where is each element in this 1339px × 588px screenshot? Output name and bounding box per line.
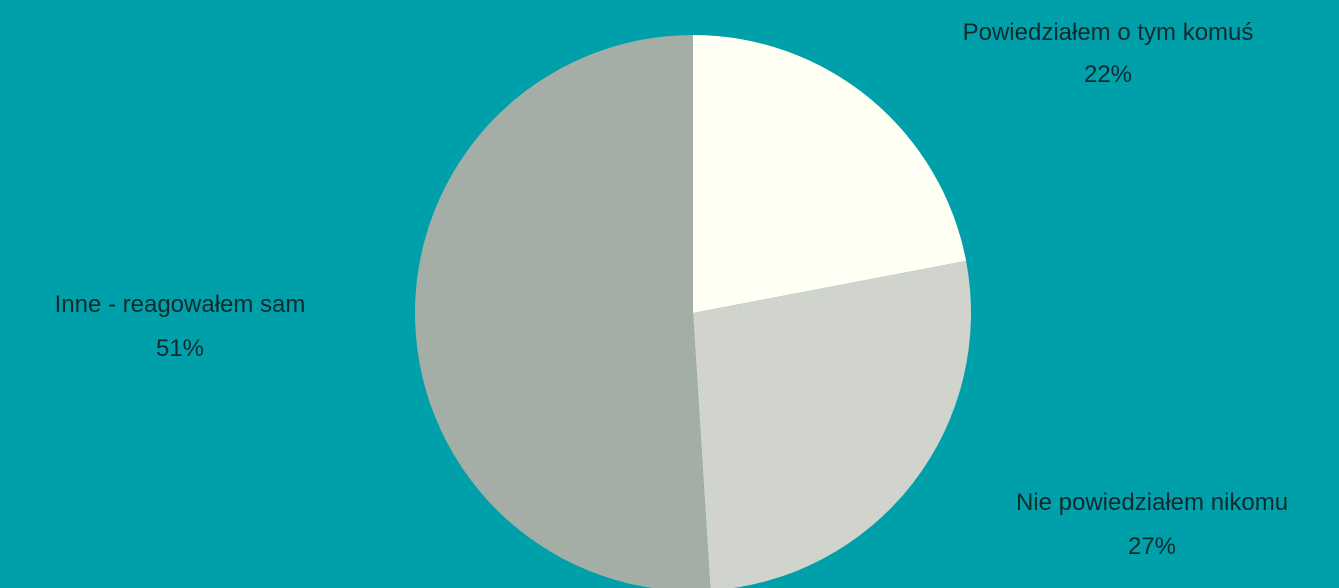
slice-value-told-someone: 22% xyxy=(1084,61,1132,88)
slice-label-other: Inne - reagowałem sam xyxy=(55,291,306,318)
pie-slices xyxy=(414,35,971,588)
slice-told-no-one xyxy=(693,260,971,588)
slice-value-other: 51% xyxy=(156,335,204,362)
slice-label-told-someone: Powiedziałem o tym komuś xyxy=(963,19,1254,46)
slice-other xyxy=(414,35,711,588)
slice-told-someone xyxy=(693,35,967,313)
slice-label-told-no-one: Nie powiedziałem nikomu xyxy=(1016,489,1288,516)
slice-value-told-no-one: 27% xyxy=(1128,533,1176,560)
